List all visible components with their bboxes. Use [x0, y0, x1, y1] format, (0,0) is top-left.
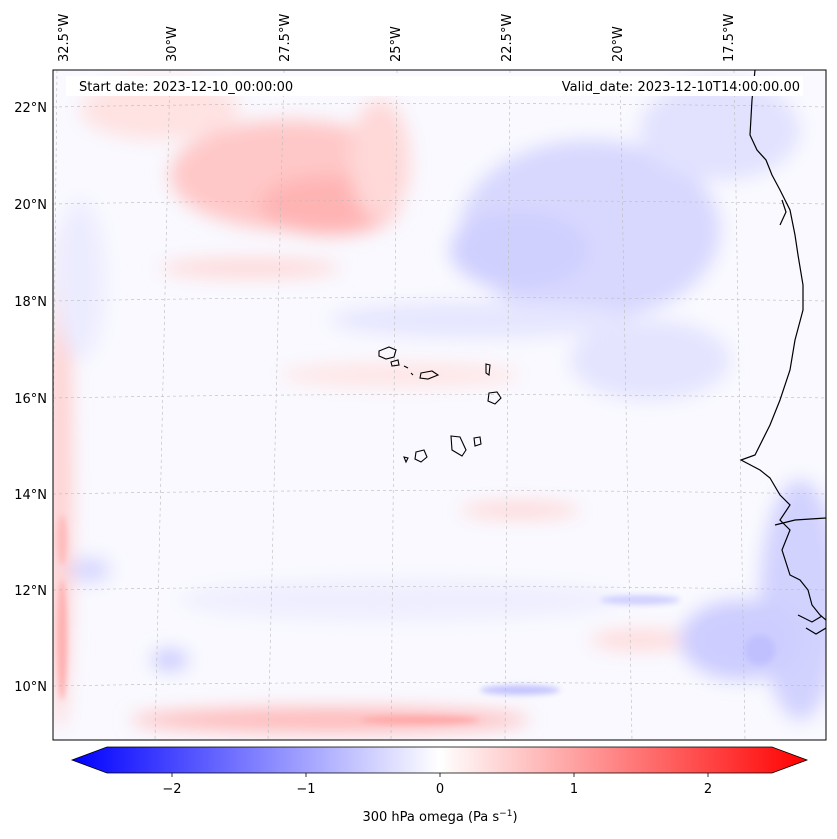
latitude-labels: 22°N 20°N 18°N 16°N 14°N 12°N 10°N — [14, 101, 47, 695]
lat-label: 14°N — [14, 488, 47, 503]
colorbar: −2 −1 0 1 2 300 hPa omega (Pa s−1) — [70, 746, 809, 825]
valid-date-label: Valid_date: 2023-12-10T14:00:00.00 — [562, 80, 800, 95]
lat-label: 22°N — [14, 101, 47, 116]
lon-label: 32.5°W — [57, 14, 72, 62]
lon-label: 22.5°W — [500, 14, 515, 62]
omega-field — [53, 70, 826, 740]
lon-label: 30°W — [165, 26, 180, 62]
lat-label: 20°N — [14, 198, 47, 213]
title-strip — [66, 76, 803, 96]
lat-label: 18°N — [14, 295, 47, 310]
map-frame — [52, 69, 827, 741]
lat-label: 10°N — [14, 680, 47, 695]
colorbar-bar — [70, 746, 809, 774]
graticule — [53, 70, 826, 740]
longitude-labels: 32.5°W 30°W 27.5°W 25°W 22.5°W 20°W 17.5… — [57, 14, 737, 62]
colorbar-tick-label: 1 — [570, 782, 578, 797]
lat-label: 12°N — [14, 584, 47, 599]
colorbar-tick-label: 2 — [704, 782, 712, 797]
colorbar-tick-labels: −2 −1 0 1 2 — [162, 782, 712, 797]
colorbar-tick-label: −1 — [296, 782, 315, 797]
cape-verde-islands — [378, 346, 502, 464]
lon-label: 27.5°W — [278, 14, 293, 62]
colorbar-label: 300 hPa omega (Pa s−1) — [362, 809, 517, 825]
start-date-label: Start date: 2023-12-10_00:00:00 — [79, 80, 293, 95]
colorbar-ticks — [171, 773, 709, 777]
lat-label: 16°N — [14, 392, 47, 407]
colorbar-tick-label: −2 — [162, 782, 181, 797]
colorbar-tick-label: 0 — [436, 782, 444, 797]
coastline — [739, 70, 826, 635]
lon-label: 17.5°W — [722, 14, 737, 62]
lon-label: 25°W — [389, 26, 404, 62]
lon-label: 20°W — [611, 26, 626, 62]
